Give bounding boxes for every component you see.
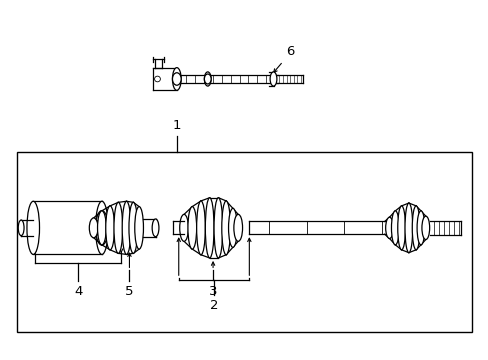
Bar: [17, 152, 471, 332]
Text: 1: 1: [172, 119, 181, 132]
Ellipse shape: [95, 219, 108, 237]
Text: 4: 4: [74, 284, 82, 298]
Ellipse shape: [129, 202, 138, 253]
Ellipse shape: [95, 211, 108, 245]
Ellipse shape: [222, 201, 230, 255]
Ellipse shape: [152, 219, 159, 237]
Text: 3: 3: [208, 284, 217, 298]
Ellipse shape: [172, 68, 181, 90]
Ellipse shape: [411, 206, 419, 250]
Ellipse shape: [204, 72, 211, 86]
Ellipse shape: [114, 202, 122, 253]
Ellipse shape: [18, 220, 24, 236]
Ellipse shape: [397, 206, 405, 250]
Ellipse shape: [233, 215, 242, 241]
Ellipse shape: [187, 207, 196, 249]
Ellipse shape: [89, 218, 98, 238]
Ellipse shape: [385, 217, 393, 238]
Ellipse shape: [228, 208, 237, 247]
Ellipse shape: [180, 215, 188, 241]
Text: 2: 2: [209, 299, 218, 312]
Ellipse shape: [97, 211, 106, 245]
Ellipse shape: [122, 201, 131, 255]
Ellipse shape: [196, 201, 205, 255]
Ellipse shape: [404, 203, 412, 253]
Ellipse shape: [391, 211, 398, 245]
Ellipse shape: [204, 74, 211, 84]
Ellipse shape: [416, 211, 424, 245]
Ellipse shape: [269, 72, 276, 86]
Ellipse shape: [105, 206, 114, 250]
Ellipse shape: [214, 198, 223, 258]
Ellipse shape: [205, 198, 214, 258]
Ellipse shape: [172, 73, 181, 85]
Ellipse shape: [421, 216, 429, 239]
Text: 5: 5: [125, 284, 133, 298]
Ellipse shape: [95, 201, 108, 255]
Text: 6: 6: [285, 45, 294, 58]
Ellipse shape: [27, 201, 40, 255]
Ellipse shape: [135, 207, 143, 249]
Ellipse shape: [154, 76, 160, 82]
